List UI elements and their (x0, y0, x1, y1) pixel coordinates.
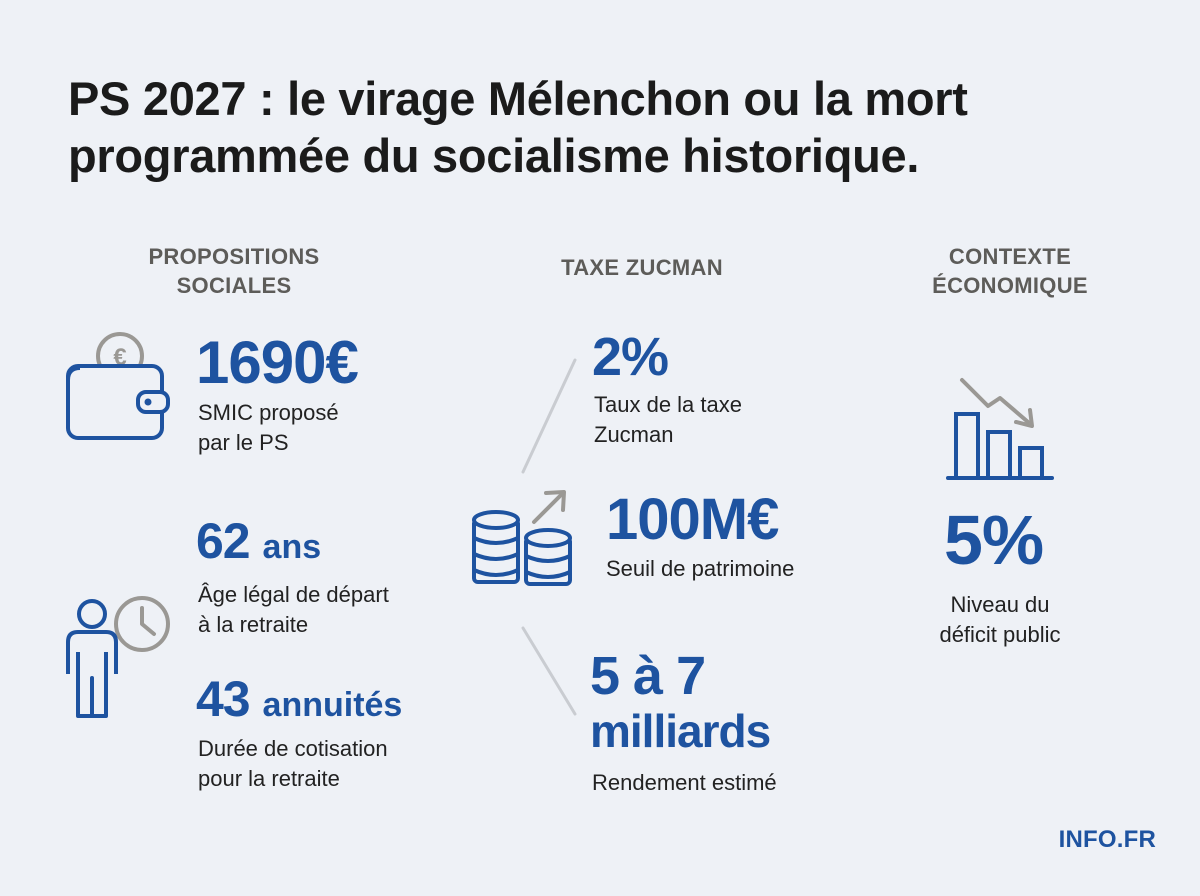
declining-bar-chart-icon (946, 378, 1054, 480)
stat-smic-value: 1690€ (196, 329, 359, 396)
stat-wealth-threshold-desc-line1: Seuil de patrimoine (606, 556, 795, 581)
stat-retirement-age-desc: Âge légal de départ à la retraite (198, 580, 389, 640)
stat-yield-desc-line1: Rendement estimé (592, 770, 777, 795)
stat-retirement-age-desc-line1: Âge légal de départ (198, 582, 389, 607)
page-title-line1: PS 2027 : le virage Mélenchon ou la mort (68, 72, 968, 125)
coin-stacks-icon (472, 490, 572, 586)
column-heading-economy: CONTEXTE ÉCONOMIQUE (890, 242, 1130, 300)
brand-logo: INFO.FR (1058, 826, 1156, 853)
column-heading-social: PROPOSITIONS SOCIALES (114, 242, 354, 300)
connector-lines (521, 358, 577, 716)
stat-tax-rate-desc-line1: Taux de la taxe (594, 392, 742, 417)
stat-tax-rate-value: 2% (592, 327, 669, 387)
stat-wealth-threshold-desc: Seuil de patrimoine (606, 554, 794, 584)
stat-annuities-desc-line1: Durée de cotisation (198, 736, 388, 761)
stat-deficit-value: 5% (944, 501, 1044, 579)
page-title-line2: programmée du socialisme historique. (68, 129, 920, 183)
stat-yield-value: 5 à 7 milliards (590, 646, 771, 758)
stat-retirement-age-value: 62 ans (196, 512, 321, 570)
column-heading-social-line1: PROPOSITIONS (148, 244, 320, 269)
column-heading-economy-line2: ÉCONOMIQUE (932, 273, 1088, 299)
stat-annuities-value: 43 annuités (196, 670, 402, 728)
stat-retirement-age-unit: ans (262, 528, 322, 566)
stat-annuities-unit: annuités (262, 686, 403, 724)
person-clock-icon (66, 596, 170, 718)
column-heading-zucman-text: TAXE ZUCMAN (561, 255, 723, 280)
page-title: PS 2027 : le virage Mélenchon ou la mort… (68, 70, 1168, 185)
stat-deficit-desc: Niveau du déficit public (900, 590, 1100, 650)
stat-annuities-desc: Durée de cotisation pour la retraite (198, 734, 388, 794)
stat-retirement-age-desc-line2: à la retraite (198, 611, 309, 637)
stat-tax-rate-desc: Taux de la taxe Zucman (594, 390, 742, 450)
stat-yield-value-line1: 5 à 7 (590, 646, 706, 706)
stat-tax-rate-desc-line2: Zucman (594, 421, 674, 447)
column-heading-zucman: TAXE ZUCMAN (512, 253, 772, 282)
stat-retirement-age-number: 62 (196, 513, 251, 569)
column-heading-social-line2: SOCIALES (176, 273, 292, 299)
stat-deficit-desc-line2: déficit public (939, 621, 1061, 647)
stat-smic-desc-line1: SMIC proposé (198, 400, 339, 425)
stat-annuities-desc-line2: pour la retraite (198, 765, 340, 791)
stat-wealth-threshold-value: 100M€ (606, 487, 779, 552)
column-heading-economy-line1: CONTEXTE (948, 244, 1072, 269)
stat-deficit-desc-line1: Niveau du (950, 592, 1050, 617)
stat-yield-value-line2: milliards (590, 705, 771, 758)
wallet-euro-icon: € (66, 332, 170, 440)
stat-smic-desc-line2: par le PS (198, 429, 289, 455)
stat-annuities-number: 43 (196, 671, 251, 727)
stat-smic-desc: SMIC proposé par le PS (198, 398, 339, 458)
stat-yield-desc: Rendement estimé (592, 768, 777, 798)
